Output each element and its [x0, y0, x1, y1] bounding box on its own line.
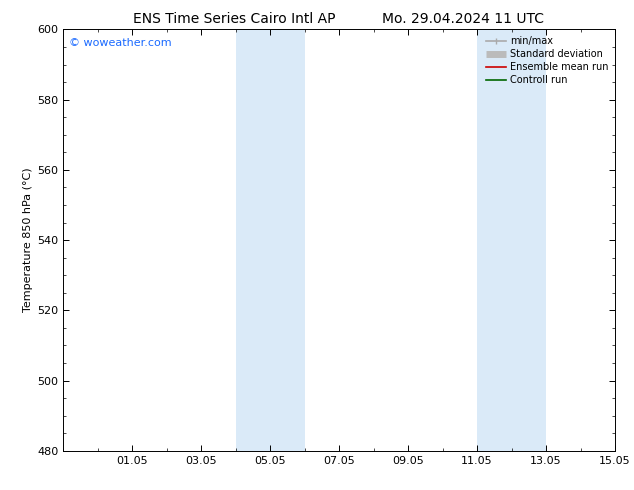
- Legend: min/max, Standard deviation, Ensemble mean run, Controll run: min/max, Standard deviation, Ensemble me…: [482, 32, 612, 89]
- Text: Mo. 29.04.2024 11 UTC: Mo. 29.04.2024 11 UTC: [382, 12, 544, 26]
- Text: ENS Time Series Cairo Intl AP: ENS Time Series Cairo Intl AP: [133, 12, 336, 26]
- Y-axis label: Temperature 850 hPa (°C): Temperature 850 hPa (°C): [23, 168, 33, 313]
- Bar: [236, 29, 305, 451]
- Bar: [477, 29, 546, 451]
- Text: © woweather.com: © woweather.com: [69, 38, 172, 48]
